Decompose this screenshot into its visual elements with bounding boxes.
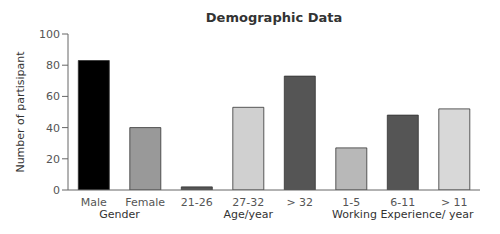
svg-text:1-5: 1-5: [342, 196, 360, 209]
svg-text:100: 100: [39, 28, 60, 41]
svg-text:21-26: 21-26: [181, 196, 213, 209]
svg-text:> 32: > 32: [286, 196, 313, 209]
svg-text:80: 80: [46, 59, 60, 72]
html-text:Age/year: Age/year: [223, 208, 273, 221]
svg-text:27-32: 27-32: [232, 196, 264, 209]
svg-text:20: 20: [46, 153, 60, 166]
svg-text:6-11: 6-11: [390, 196, 415, 209]
svg-text:60: 60: [46, 90, 60, 103]
svg-text:0: 0: [53, 184, 60, 197]
svg-text:> 11: > 11: [441, 196, 468, 209]
html-text:Gender: Gender: [99, 208, 140, 221]
svg-text:Female: Female: [125, 196, 165, 209]
svg-text:40: 40: [46, 122, 60, 135]
svg-text:Number of partisipant: Number of partisipant: [14, 51, 27, 173]
html-text:Demographic Data: Demographic Data: [205, 10, 343, 25]
html-text:Working Experience/ year: Working Experience/ year: [332, 208, 474, 221]
svg-text:Male: Male: [81, 196, 107, 209]
